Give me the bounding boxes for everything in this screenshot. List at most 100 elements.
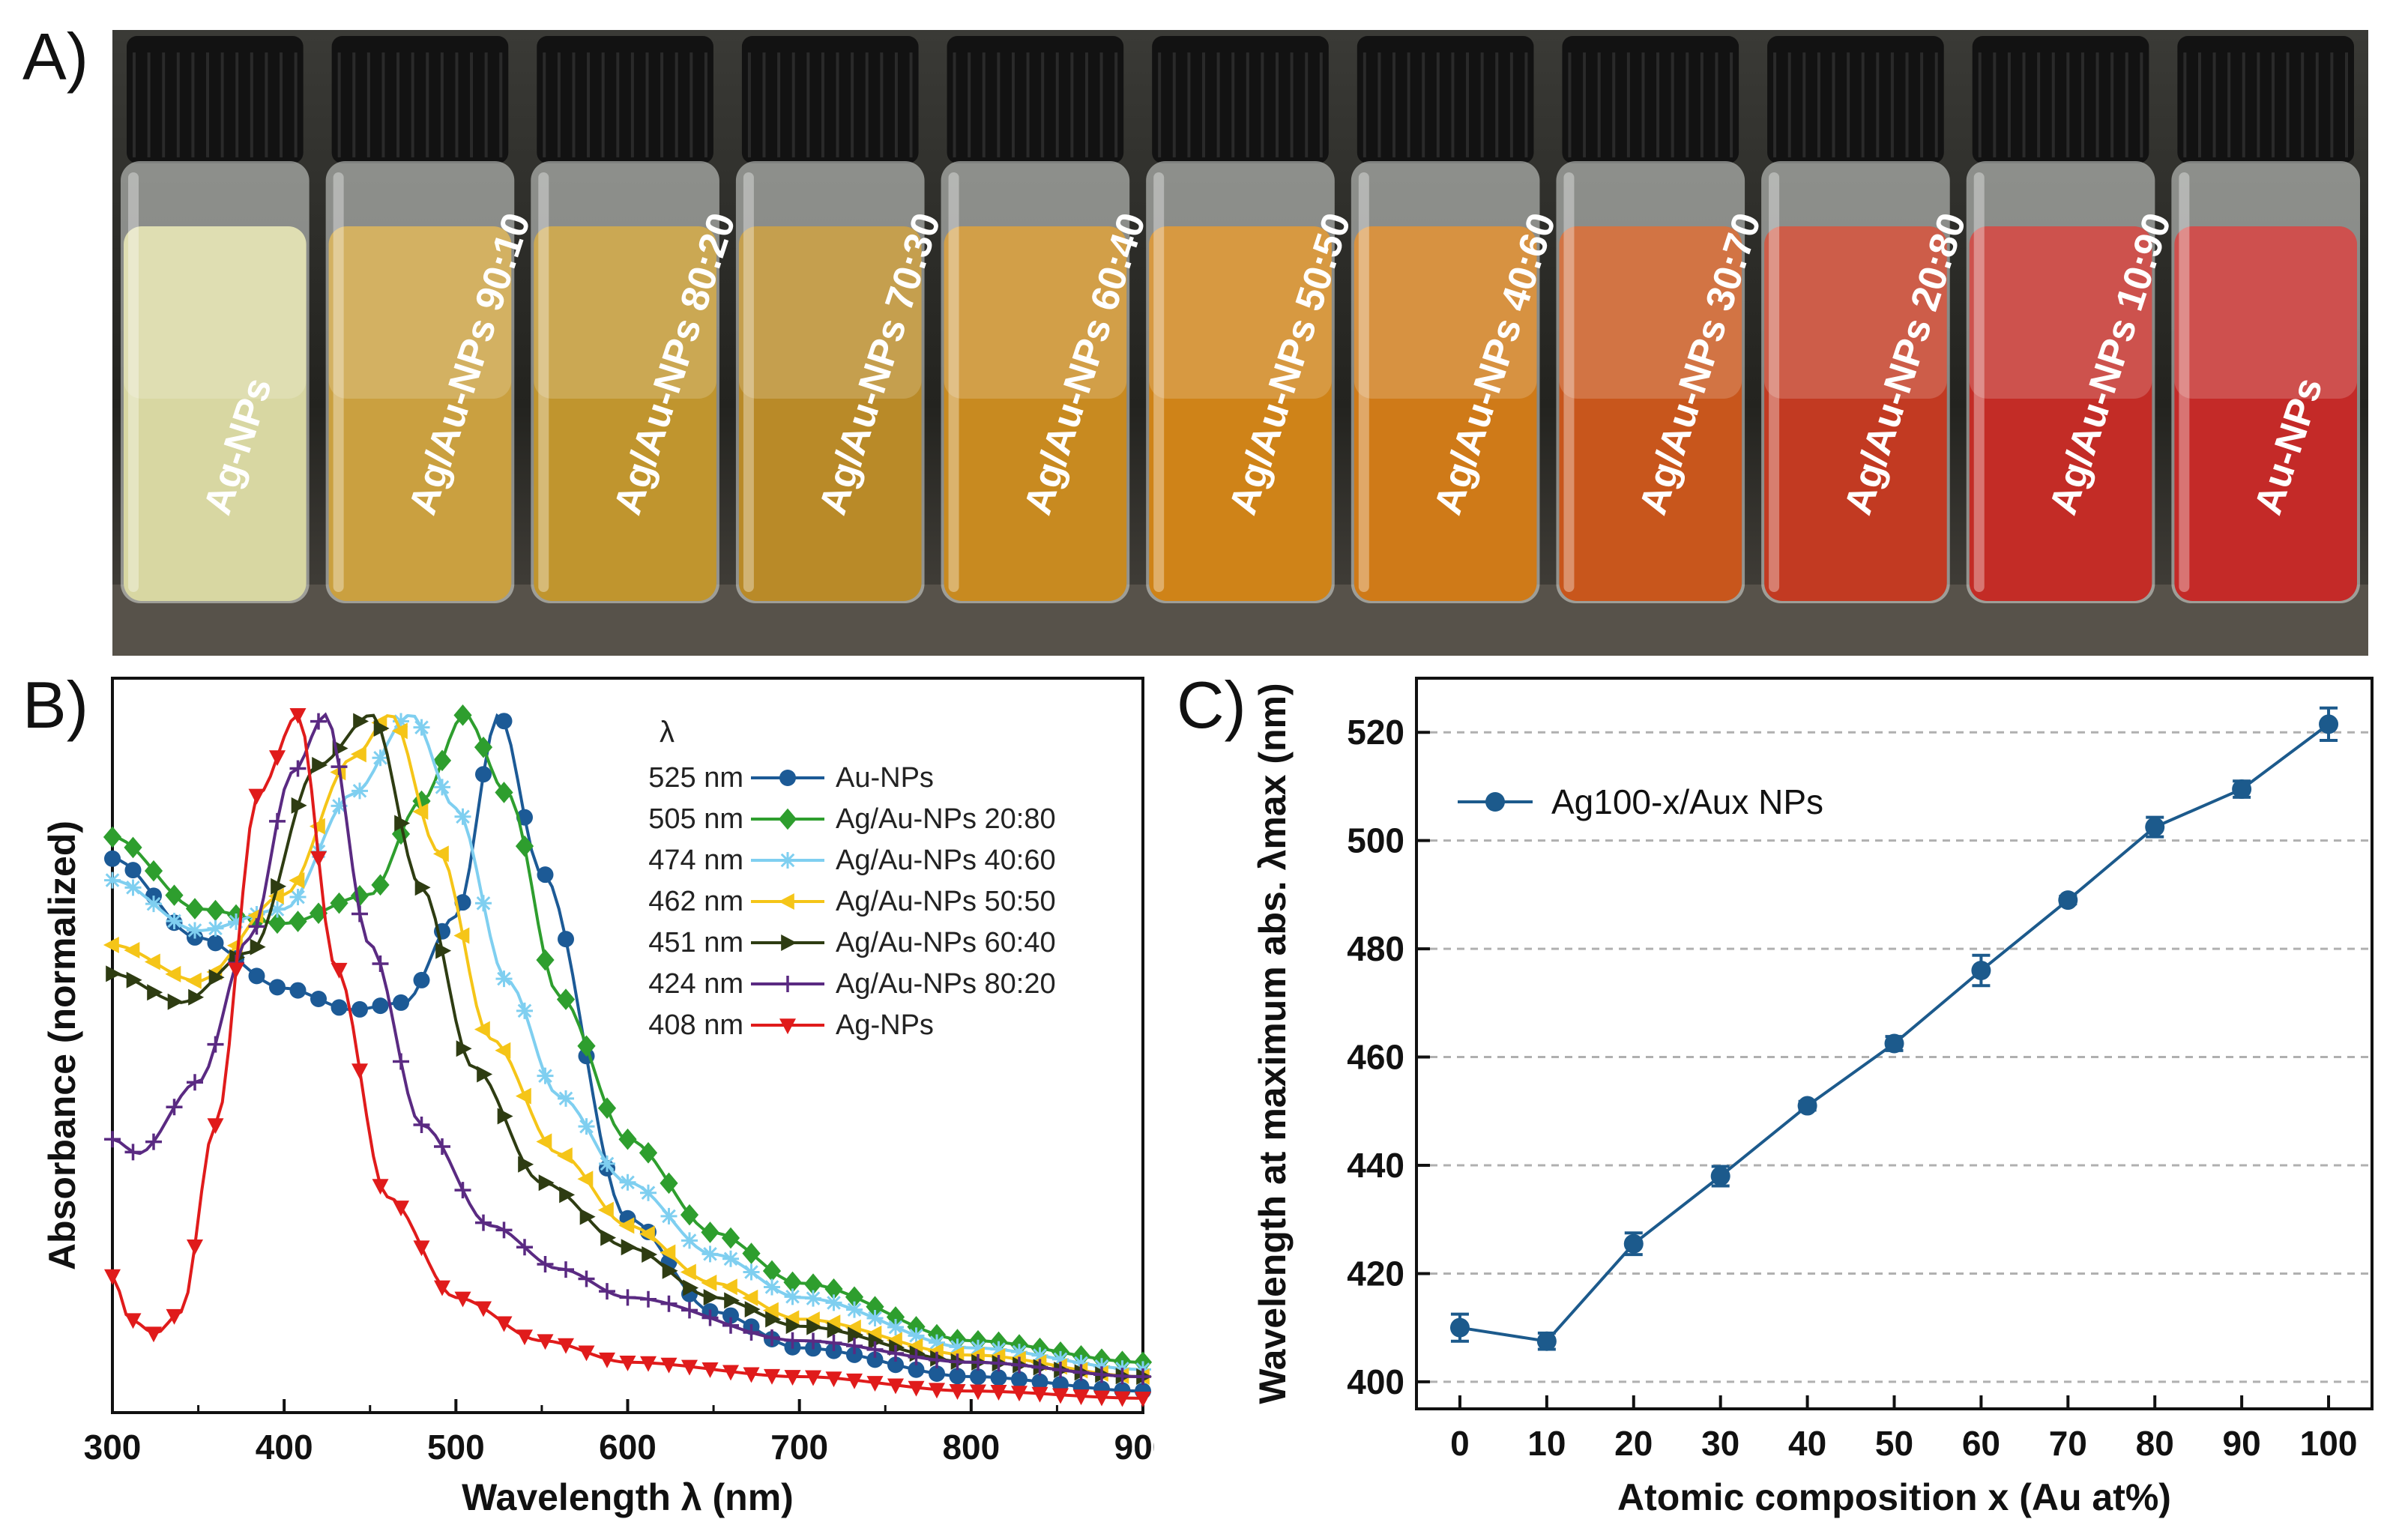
vial-liquid bbox=[124, 226, 307, 601]
data-point bbox=[1135, 1368, 1151, 1385]
data-point bbox=[908, 1361, 925, 1378]
data-point bbox=[764, 1329, 780, 1347]
data-point bbox=[289, 708, 307, 724]
data-point bbox=[1011, 1356, 1027, 1374]
data-point bbox=[474, 736, 493, 758]
y-tick-label: 440 bbox=[1347, 1146, 1404, 1185]
vial-reflection bbox=[2174, 226, 2357, 399]
data-point bbox=[475, 895, 492, 912]
data-point bbox=[312, 757, 328, 773]
data-point bbox=[1536, 1331, 1557, 1351]
panel-label-c: C) bbox=[1177, 668, 1246, 742]
data-point bbox=[866, 1309, 884, 1326]
x-tick-label: 20 bbox=[1614, 1424, 1653, 1463]
data-point bbox=[207, 1118, 224, 1135]
vial-cap bbox=[127, 36, 304, 163]
data-point bbox=[351, 782, 368, 800]
data-point bbox=[104, 1131, 121, 1148]
data-point bbox=[825, 1294, 842, 1311]
data-point bbox=[908, 1348, 925, 1365]
data-point bbox=[1011, 1386, 1027, 1402]
legend-label: Ag/Au-NPs 20:80 bbox=[836, 803, 1056, 835]
vial-liquid bbox=[1354, 226, 1537, 601]
data-point bbox=[310, 991, 327, 1007]
data-point bbox=[1971, 961, 1991, 980]
data-point bbox=[803, 1273, 823, 1295]
data-point bbox=[806, 1318, 823, 1335]
data-point bbox=[147, 984, 163, 1001]
data-point bbox=[846, 1346, 863, 1363]
data-point bbox=[846, 1337, 863, 1354]
data-point bbox=[949, 1338, 966, 1356]
data-point bbox=[866, 1351, 884, 1368]
data-point bbox=[393, 1053, 409, 1070]
data-point bbox=[764, 1278, 780, 1296]
data-point bbox=[703, 1289, 719, 1306]
data-point bbox=[1884, 1033, 1904, 1054]
data-point bbox=[640, 1290, 657, 1308]
data-point bbox=[206, 899, 225, 922]
data-point bbox=[124, 1144, 142, 1161]
data-point bbox=[268, 912, 287, 934]
data-point bbox=[413, 719, 430, 736]
data-point bbox=[126, 971, 142, 988]
data-point bbox=[144, 953, 160, 970]
data-point bbox=[660, 1207, 678, 1225]
x-tick-label: 900 bbox=[1114, 1428, 1154, 1467]
data-point bbox=[886, 1306, 905, 1328]
data-point bbox=[599, 1283, 615, 1300]
data-point bbox=[578, 1345, 595, 1362]
data-point bbox=[949, 1368, 966, 1385]
data-point bbox=[990, 1369, 1007, 1386]
data-point bbox=[167, 993, 184, 1010]
vial-cap bbox=[2177, 36, 2354, 163]
data-point bbox=[1093, 1366, 1110, 1383]
data-point bbox=[722, 1317, 739, 1334]
data-point bbox=[271, 878, 287, 895]
data-point bbox=[413, 1117, 430, 1133]
legend-title: λ bbox=[660, 716, 675, 749]
data-point bbox=[103, 937, 119, 953]
data-point bbox=[1052, 1361, 1069, 1378]
data-point bbox=[558, 931, 574, 948]
data-point bbox=[497, 1108, 513, 1125]
y-tick-label: 460 bbox=[1347, 1038, 1404, 1077]
y-tick-label: 500 bbox=[1347, 821, 1404, 860]
data-point bbox=[124, 836, 142, 859]
data-point bbox=[681, 1359, 698, 1376]
data-point bbox=[762, 1302, 779, 1319]
data-point bbox=[1031, 1359, 1048, 1376]
data-point bbox=[559, 1186, 576, 1204]
data-point bbox=[187, 1074, 203, 1091]
data-point bbox=[372, 997, 389, 1015]
data-point bbox=[618, 1217, 635, 1234]
data-point bbox=[600, 1229, 617, 1246]
glass-highlight bbox=[1358, 172, 1369, 592]
vial-liquid bbox=[1764, 226, 1947, 601]
data-point bbox=[516, 1239, 533, 1256]
data-point bbox=[106, 965, 122, 982]
data-point bbox=[187, 1239, 203, 1255]
data-point bbox=[868, 1332, 884, 1350]
vial-cap bbox=[331, 36, 509, 163]
data-point bbox=[640, 1184, 657, 1201]
data-point bbox=[845, 1286, 864, 1308]
data-point bbox=[887, 1356, 904, 1374]
data-point bbox=[558, 1090, 574, 1107]
data-point bbox=[639, 1225, 655, 1242]
data-point bbox=[391, 722, 408, 740]
data-point bbox=[762, 1260, 782, 1282]
data-point bbox=[104, 1269, 121, 1285]
data-point bbox=[556, 988, 576, 1010]
vial-cap bbox=[1152, 36, 1329, 163]
vials-photo-drawing: Ag-NPs Ag/Au-NPs 90:10 Ag/Au-NPs 80:20 Ag/A… bbox=[112, 30, 2368, 656]
y-tick-label: 400 bbox=[1347, 1362, 1404, 1401]
data-point bbox=[456, 1040, 472, 1057]
data-point bbox=[618, 1128, 637, 1150]
x-tick-label: 90 bbox=[2223, 1424, 2261, 1463]
data-point bbox=[516, 1329, 533, 1346]
data-point bbox=[515, 1087, 531, 1105]
data-point bbox=[990, 1355, 1007, 1372]
data-point bbox=[413, 1240, 430, 1257]
data-point bbox=[228, 962, 244, 979]
